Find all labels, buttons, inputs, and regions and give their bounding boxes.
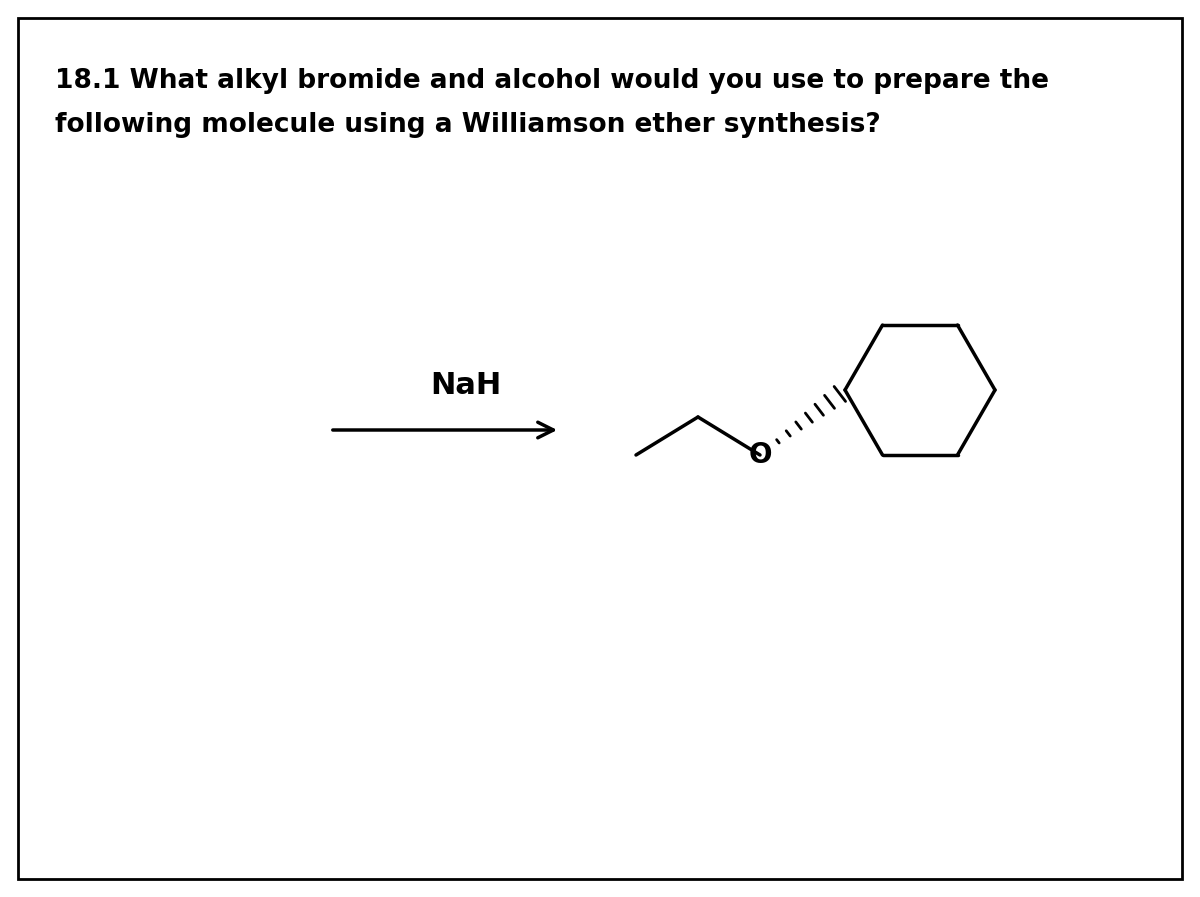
Text: O: O bbox=[749, 441, 772, 469]
Text: following molecule using a Williamson ether synthesis?: following molecule using a Williamson et… bbox=[55, 112, 881, 138]
Text: 18.1 What alkyl bromide and alcohol would you use to prepare the: 18.1 What alkyl bromide and alcohol woul… bbox=[55, 68, 1049, 94]
Text: NaH: NaH bbox=[430, 371, 502, 400]
